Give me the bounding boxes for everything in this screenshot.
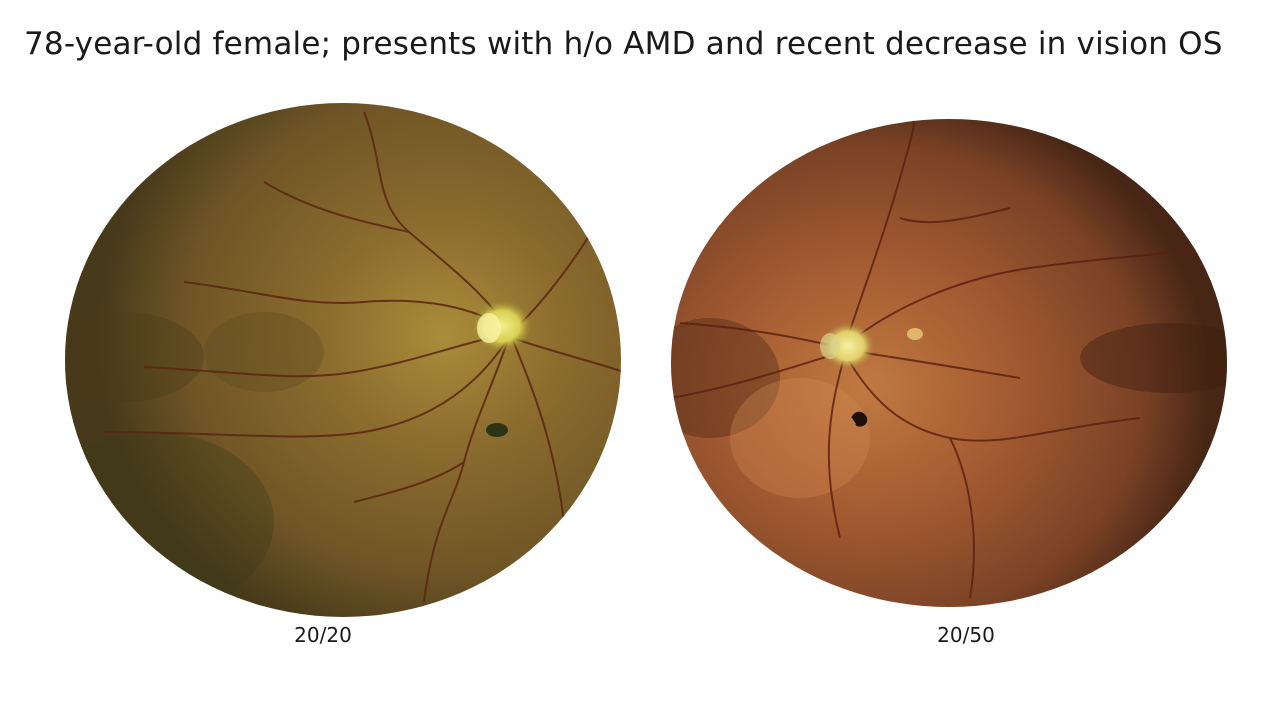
slide-title: 78-year-old female; presents with h/o AM… <box>24 26 1223 62</box>
visual-acuity-right-eye: 20/20 <box>294 623 352 647</box>
visual-acuity-left-eye: 20/50 <box>937 623 995 647</box>
fundus-photo-right-eye <box>64 102 622 618</box>
fundus-photo-left-eye <box>670 118 1228 608</box>
